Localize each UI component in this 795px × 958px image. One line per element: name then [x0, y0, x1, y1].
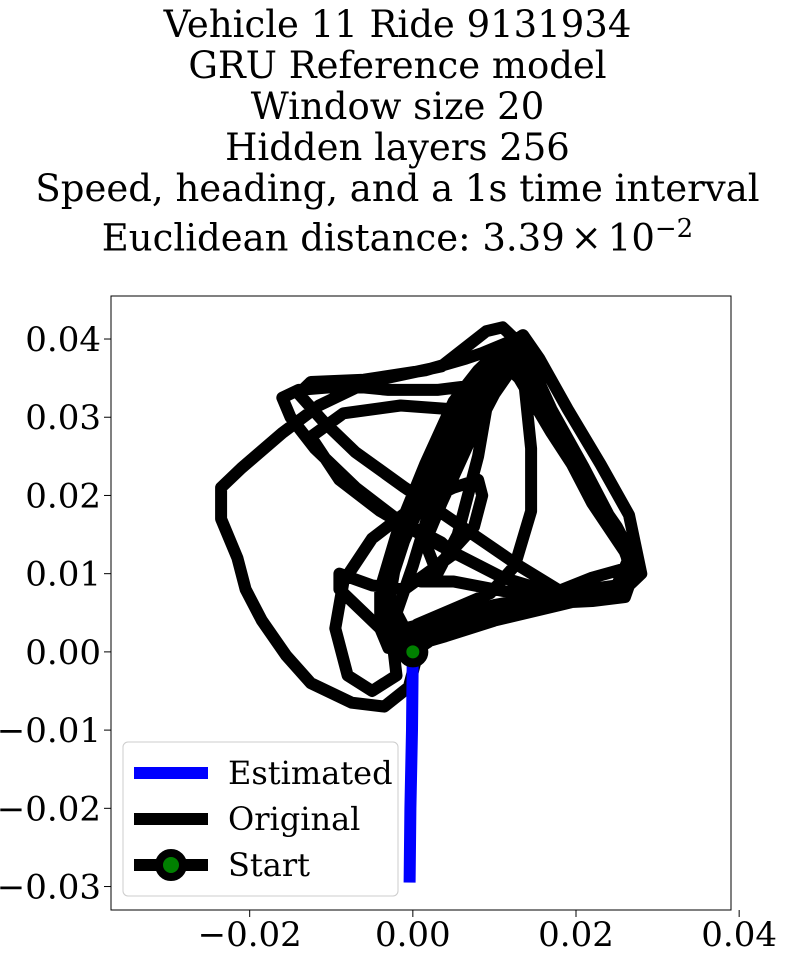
chart-title: Vehicle 11 Ride 9131934 GRU Reference mo…: [0, 0, 795, 258]
y-tick-label: −0.02: [0, 789, 101, 829]
y-tick-label: 0.01: [25, 555, 101, 595]
legend-original-label: Original: [228, 800, 360, 838]
x-tick-label: 0.02: [538, 915, 614, 955]
y-tick-label: 0.00: [25, 633, 101, 673]
x-tick-label: 0.00: [375, 915, 451, 955]
y-tick-label: 0.02: [25, 476, 101, 516]
axis-ticks: −0.02 0.00 0.02 0.04 0.04 0.03 0.02 0.01 0.00 −0.…: [0, 320, 777, 955]
distance-label: Euclidean distance:: [101, 216, 471, 260]
series-line-original: [215, 321, 648, 713]
legend-start-marker: [155, 849, 187, 881]
title-line: GRU Reference model: [188, 44, 607, 87]
title-line: Speed, heading, and a 1s time interval: [35, 167, 760, 210]
distance-exponent: −2: [654, 214, 694, 244]
distance-base: 10: [607, 216, 655, 260]
distance-times: ×: [570, 216, 602, 260]
y-tick-label: −0.01: [0, 711, 101, 751]
series-layer: [215, 321, 648, 883]
y-tick-label: 0.03: [25, 398, 101, 438]
title-line: Window size 20: [250, 85, 545, 128]
title-line: Vehicle 11 Ride 9131934: [163, 3, 632, 46]
title-line: Hidden layers 256: [225, 126, 570, 169]
x-tick-label: 0.04: [701, 915, 777, 955]
series-line-estimated: [403, 651, 419, 883]
distance-mantissa: 3.39: [482, 216, 565, 260]
y-tick-label: 0.04: [25, 320, 101, 360]
x-tick-label: −0.02: [198, 915, 302, 955]
legend-box: [122, 741, 399, 897]
legend-start-label: Start: [228, 846, 310, 884]
legend: Estimated Original Start: [122, 741, 399, 897]
distance-line: Euclidean distance: 3.39 × 10−2: [0, 209, 795, 258]
y-tick-label: −0.03: [0, 868, 101, 908]
legend-estimated-label: Estimated: [228, 754, 393, 792]
start-marker: [397, 636, 429, 668]
